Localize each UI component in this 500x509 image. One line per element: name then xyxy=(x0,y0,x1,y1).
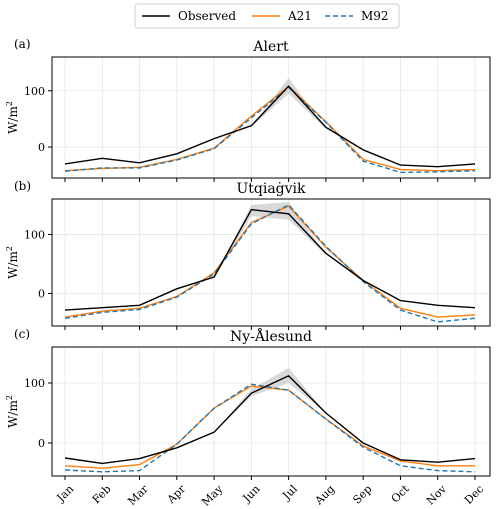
y-axis-label-superscript: 2 xyxy=(5,101,14,106)
x-tick-label: Oct xyxy=(389,482,412,505)
panel-3: 0 100 Ny-Ålesund (c) W/m2 Jan Feb Mar Apr May Jun J… xyxy=(5,327,491,509)
panel-letter: (c) xyxy=(14,327,30,341)
series-line-a21 xyxy=(64,385,475,469)
y-tick-label: 0 xyxy=(38,141,45,154)
axes-frame xyxy=(51,198,491,327)
panel-title: Ny-Ålesund xyxy=(230,327,312,345)
y-tick-label: 100 xyxy=(24,85,45,98)
x-tick-label: May xyxy=(199,482,226,509)
series-line-a21 xyxy=(64,205,476,318)
y-axis-label: W/m2 xyxy=(5,246,20,279)
legend-label-m92: M92 xyxy=(361,9,389,23)
x-tick-label: Mar xyxy=(125,482,151,508)
panel-2: 0 100 Utqiaġvik (b) W/m2 xyxy=(5,179,491,330)
x-tick-label: Jan xyxy=(54,482,77,505)
x-tick-label: Aug xyxy=(312,482,338,508)
series-line-m92 xyxy=(64,86,476,174)
observed-uncertainty-band xyxy=(65,202,475,311)
y-axis-label-base: W/m xyxy=(6,400,20,428)
panel-1: 0 100 Alert (a) W/m2 xyxy=(5,37,491,182)
axes-frame xyxy=(51,346,491,477)
x-tick-label: Jul xyxy=(279,482,300,503)
series-line-observed xyxy=(64,374,476,465)
x-tick-label: Dec xyxy=(462,482,486,506)
legend-label-a21: A21 xyxy=(287,9,312,23)
panel-title: Alert xyxy=(252,39,289,55)
series-line-m92 xyxy=(64,383,476,473)
y-tick-label: 100 xyxy=(24,228,45,241)
y-axis-label-superscript: 2 xyxy=(5,395,14,400)
panel-title: Utqiaġvik xyxy=(236,181,306,197)
panel-letter: (a) xyxy=(14,37,31,51)
x-tick-label: Apr xyxy=(164,482,189,507)
y-axis-label: W/m2 xyxy=(5,395,20,428)
legend: Observed A21 M92 xyxy=(134,3,400,29)
y-axis-label: W/m2 xyxy=(5,101,20,134)
observed-uncertainty-band xyxy=(65,77,475,168)
x-tick-label: Sep xyxy=(350,482,374,506)
x-tick-label: Jun xyxy=(240,482,263,505)
y-axis-label-base: W/m xyxy=(6,106,20,134)
observed-uncertainty-band xyxy=(65,368,475,465)
y-axis-label-base: W/m xyxy=(6,251,20,279)
y-tick-label: 0 xyxy=(38,288,45,301)
axes-frame xyxy=(51,56,491,179)
series-line-m92 xyxy=(64,204,476,323)
panel-letter: (b) xyxy=(14,179,31,193)
x-tick-label: Nov xyxy=(424,482,450,508)
y-axis-label-superscript: 2 xyxy=(5,246,14,251)
series-line-observed xyxy=(64,85,476,168)
y-tick-label: 100 xyxy=(24,377,45,390)
x-tick-label: Feb xyxy=(90,482,114,506)
legend-label-observed: Observed xyxy=(178,9,236,23)
y-tick-label: 0 xyxy=(38,437,45,450)
series-line-observed xyxy=(64,208,476,311)
series-line-a21 xyxy=(64,85,476,172)
